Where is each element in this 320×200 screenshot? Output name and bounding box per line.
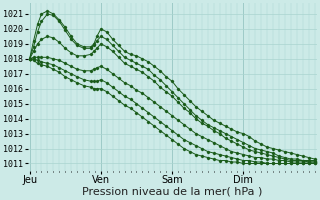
X-axis label: Pression niveau de la mer( hPa ): Pression niveau de la mer( hPa ) [82, 187, 262, 197]
